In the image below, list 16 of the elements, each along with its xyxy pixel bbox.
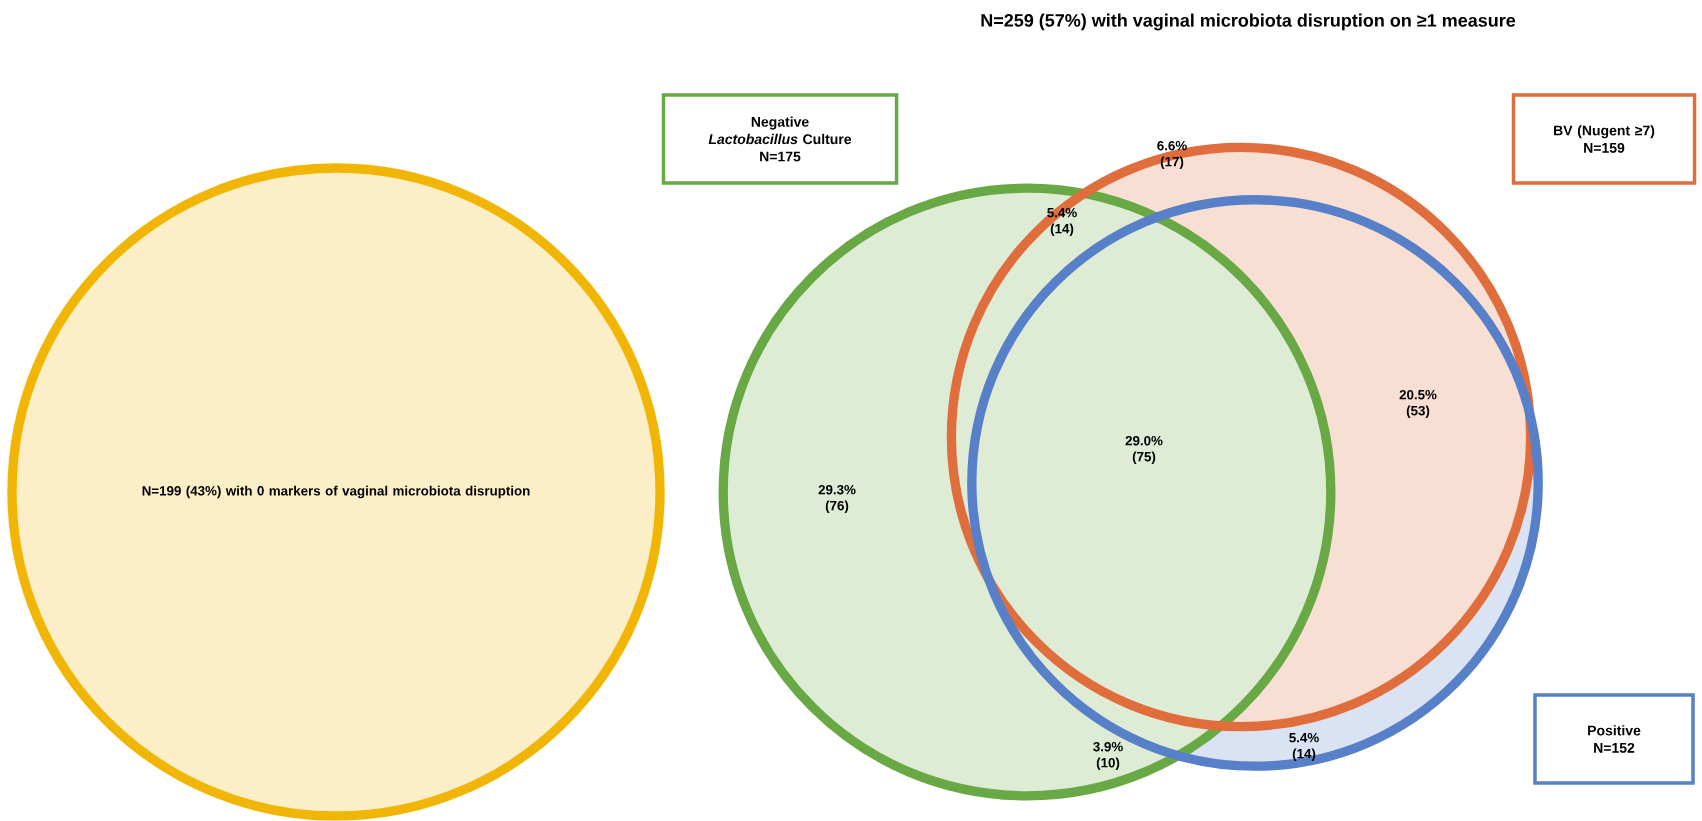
text: 5.4% (14) — [1289, 733, 1319, 762]
text: 20.5% (53) — [1399, 390, 1437, 419]
text: 29.3% (76) — [818, 485, 856, 514]
text: 5.4% (14) — [1047, 208, 1077, 237]
data-label: N=152 — [1594, 743, 1635, 753]
category-label: with 0 markers of vaginal microbiota disruption — [225, 485, 530, 499]
text: N=259 (57%) with vaginal microbiota disruption on ≥1 measure — [981, 13, 1516, 31]
category-label: Negative Lactobacillus Culture — [708, 116, 852, 145]
text: 3.9% (10) — [1093, 742, 1123, 771]
text: 6.6% (17) — [1157, 141, 1187, 170]
text: 29.0% (75) — [1125, 436, 1163, 465]
category-label: BV (Nugent ≥7) — [1554, 125, 1655, 139]
data-label: N=159 — [1584, 143, 1625, 153]
data-label: N=199 (43%) — [142, 485, 221, 499]
data-label: N=175 — [760, 151, 801, 162]
category-label: Positive — [1588, 725, 1641, 736]
